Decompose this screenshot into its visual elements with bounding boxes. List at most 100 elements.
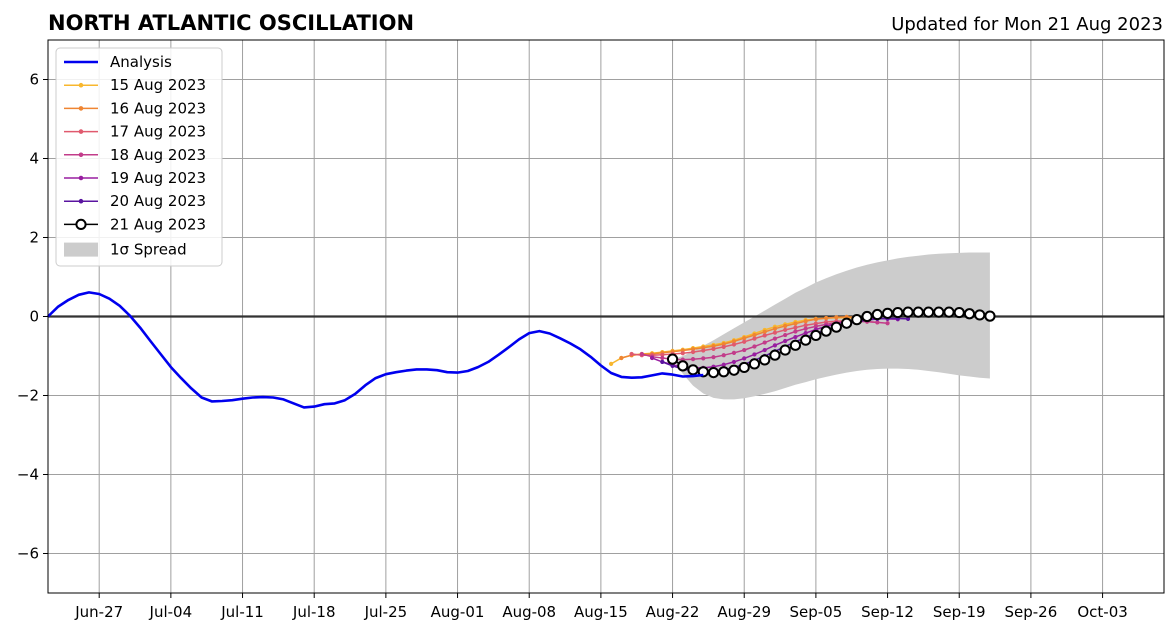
y-tick-label: −2 — [17, 387, 39, 405]
forecast-point — [738, 361, 750, 374]
forecast-point — [813, 317, 818, 322]
forecast-point — [912, 306, 924, 318]
forecast-point — [772, 330, 778, 335]
x-tick-label: Sep-12 — [861, 603, 914, 621]
forecast-point — [707, 366, 720, 379]
forecast-point — [742, 356, 747, 361]
forecast-point — [953, 306, 965, 319]
forecast-point — [830, 321, 842, 333]
forecast-point — [783, 338, 788, 344]
legend-series-label: 17 Aug 2023 — [110, 123, 206, 141]
legend-series-marker — [78, 129, 84, 134]
forecast-point — [752, 336, 757, 341]
forecast-point — [963, 308, 976, 320]
x-tick-label: Sep-26 — [1005, 603, 1058, 621]
x-tick-label: Jul-11 — [220, 603, 264, 621]
forecast-point — [892, 306, 904, 319]
legend: Analysis 15 Aug 2023 16 Aug 2023 17 Aug 202… — [55, 47, 223, 267]
forecast-point — [885, 321, 890, 326]
forecast-point — [861, 310, 873, 323]
forecast-point — [793, 325, 798, 330]
forecast-point — [772, 343, 778, 348]
forecast-point — [871, 308, 883, 321]
forecast-point — [793, 329, 798, 334]
y-tick-label: 0 — [29, 308, 39, 326]
chart-subtitle: Updated for Mon 21 Aug 2023 — [891, 14, 1163, 35]
legend-series-label: 20 Aug 2023 — [110, 192, 206, 210]
forecast-point — [619, 355, 624, 361]
forecast-point — [660, 359, 665, 365]
forecast-point — [666, 353, 679, 365]
forecast-point — [789, 339, 802, 351]
forecast-point — [660, 355, 665, 361]
forecast-point — [762, 347, 767, 353]
forecast-point — [974, 309, 986, 321]
legend-series-marker — [75, 218, 87, 230]
forecast-point — [718, 366, 730, 378]
forecast-point — [803, 330, 808, 336]
forecast-point — [834, 315, 839, 320]
forecast-point — [629, 351, 634, 357]
forecast-point — [772, 336, 778, 341]
analysis-line — [47, 291, 704, 409]
forecast-point — [820, 325, 832, 337]
forecast-point — [728, 364, 740, 376]
forecast-point — [762, 333, 767, 338]
forecast-point — [793, 334, 798, 340]
forecast-point — [680, 351, 685, 356]
legend-series-label: 15 Aug 2023 — [110, 76, 206, 94]
forecast-point — [783, 323, 788, 329]
x-tick-label: Aug-22 — [646, 603, 700, 621]
forecast-point — [649, 355, 655, 361]
forecast-point — [721, 362, 726, 367]
legend-series-label: 18 Aug 2023 — [110, 146, 206, 164]
forecast-point — [841, 317, 853, 329]
forecast-point — [752, 344, 757, 349]
legend-series-marker — [78, 82, 84, 88]
forecast-point — [677, 360, 689, 372]
forecast-point — [902, 306, 914, 318]
forecast-point — [922, 306, 935, 318]
forecast-point — [742, 347, 747, 353]
x-tick-label: Jul-18 — [292, 603, 336, 621]
forecast-point — [690, 349, 696, 355]
forecast-point — [731, 350, 737, 355]
legend-box — [55, 47, 223, 267]
forecast-point — [687, 364, 699, 376]
legend-analysis-label: Analysis — [110, 53, 172, 71]
x-tick-label: Aug-01 — [431, 603, 485, 621]
forecast-point — [609, 361, 614, 367]
x-tick-label: Jul-04 — [149, 603, 193, 621]
forecast-point — [933, 306, 945, 318]
y-tick-label: −4 — [17, 466, 39, 484]
legend-series-label: 16 Aug 2023 — [110, 99, 206, 117]
analysis-series — [47, 291, 704, 409]
forecast-point — [769, 349, 781, 361]
forecast-point — [752, 332, 757, 338]
forecast-point — [800, 334, 812, 346]
forecast-point — [742, 339, 747, 344]
x-tick-label: Oct-03 — [1077, 603, 1127, 621]
forecast-2023-08-22 — [666, 306, 996, 379]
forecast-point — [721, 344, 726, 350]
legend-series-label: 21 Aug 2023 — [110, 215, 206, 233]
forecast-point — [783, 327, 788, 333]
x-tick-label: Jun-27 — [74, 603, 123, 621]
forecast-point — [824, 315, 829, 321]
x-tick-label: Aug-15 — [574, 603, 628, 621]
x-tick-label: Aug-29 — [717, 603, 771, 621]
forecast-point — [803, 323, 808, 328]
legend-series-label: 19 Aug 2023 — [110, 169, 206, 187]
legend-series-marker — [78, 152, 84, 158]
chart-title: NORTH ATLANTIC OSCILLATION — [48, 11, 414, 35]
legend-series-marker — [78, 106, 84, 111]
forecast-point — [943, 306, 955, 318]
forecast-point — [721, 353, 726, 358]
forecast-point — [783, 332, 788, 338]
forecast-point — [711, 346, 716, 351]
forecast-point — [984, 310, 996, 322]
forecast-point — [881, 307, 894, 319]
forecast-point — [762, 329, 767, 335]
forecast-point — [711, 355, 716, 360]
forecast-point — [779, 344, 791, 356]
